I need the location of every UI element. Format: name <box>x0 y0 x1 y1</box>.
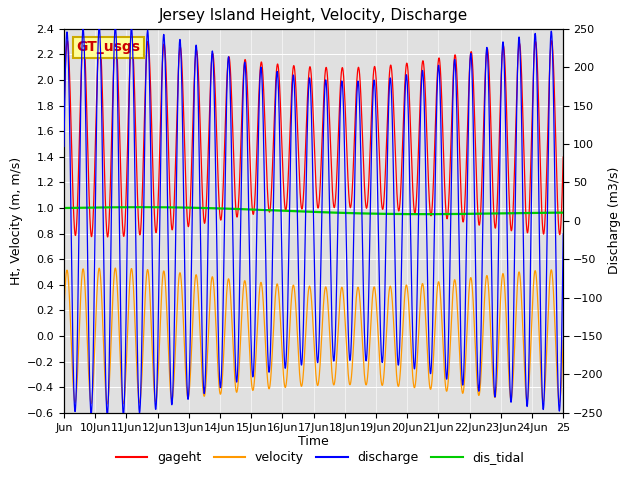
X-axis label: Time: Time <box>298 435 329 448</box>
velocity <box>104 401 111 407</box>
dis_tidal <box>461 211 469 217</box>
gageht <box>101 190 109 195</box>
velocity <box>333 358 340 363</box>
dis_tidal <box>137 204 145 210</box>
dis_tidal <box>559 210 567 216</box>
velocity <box>101 375 109 381</box>
gageht <box>96 36 104 41</box>
Line: dis_tidal: dis_tidal <box>64 207 563 214</box>
discharge <box>333 288 340 294</box>
discharge <box>101 338 109 344</box>
velocity <box>111 265 119 271</box>
gageht <box>172 172 179 178</box>
gageht <box>104 234 111 240</box>
dis_tidal <box>60 205 68 211</box>
Line: discharge: discharge <box>64 26 563 416</box>
dis_tidal <box>171 204 179 210</box>
velocity <box>559 338 567 344</box>
discharge <box>111 23 119 29</box>
dis_tidal <box>333 210 340 216</box>
Line: gageht: gageht <box>64 38 563 237</box>
Line: velocity: velocity <box>64 268 563 404</box>
dis_tidal <box>101 204 109 210</box>
discharge <box>468 72 476 77</box>
velocity <box>60 307 68 313</box>
gageht <box>461 196 469 202</box>
discharge <box>461 319 469 325</box>
gageht <box>468 54 476 60</box>
Legend: gageht, velocity, discharge, dis_tidal: gageht, velocity, discharge, dis_tidal <box>111 446 529 469</box>
Text: GT_usgs: GT_usgs <box>77 40 141 54</box>
Y-axis label: Ht, Velocity (m, m/s): Ht, Velocity (m, m/s) <box>10 157 23 285</box>
discharge <box>60 144 68 149</box>
velocity <box>172 352 179 358</box>
velocity <box>482 280 490 286</box>
gageht <box>60 110 68 116</box>
Y-axis label: Discharge (m3/s): Discharge (m3/s) <box>607 167 621 275</box>
dis_tidal <box>482 211 490 216</box>
discharge <box>482 66 490 72</box>
gageht <box>482 64 490 70</box>
discharge <box>172 271 179 276</box>
dis_tidal <box>468 211 476 216</box>
velocity <box>468 282 476 288</box>
Title: Jersey Island Height, Velocity, Discharge: Jersey Island Height, Velocity, Discharg… <box>159 9 468 24</box>
discharge <box>559 231 567 237</box>
velocity <box>461 369 469 374</box>
discharge <box>104 413 111 419</box>
gageht <box>559 154 567 160</box>
dis_tidal <box>420 211 428 217</box>
gageht <box>333 180 340 185</box>
